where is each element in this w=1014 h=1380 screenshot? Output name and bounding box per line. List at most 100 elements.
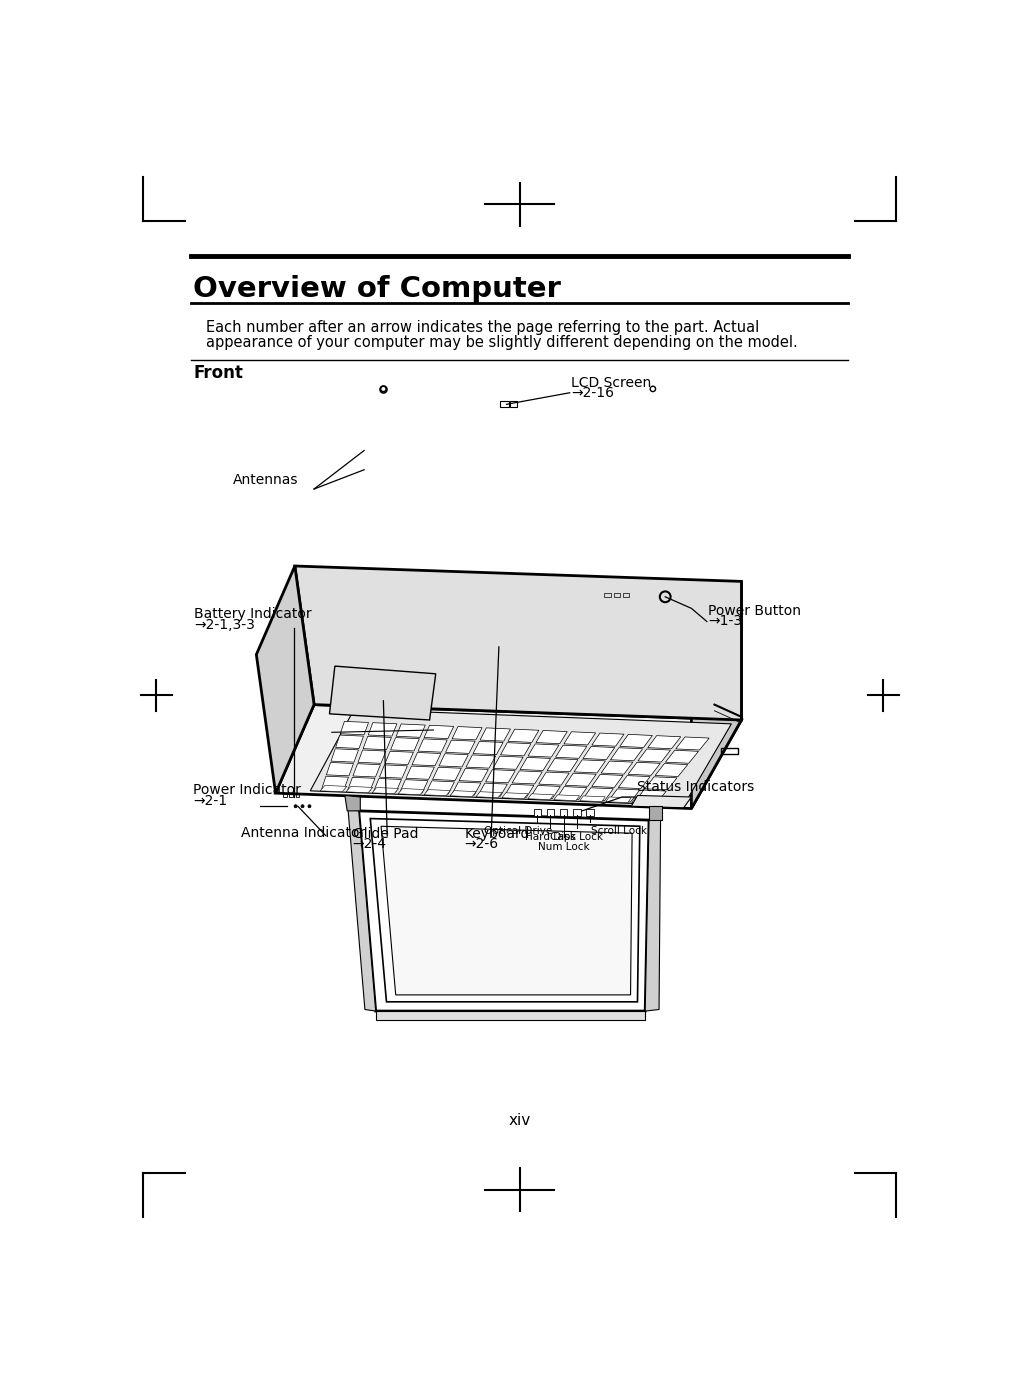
Bar	[573, 809, 580, 816]
Polygon shape	[452, 782, 481, 795]
Polygon shape	[348, 777, 375, 791]
Bar	[623, 593, 629, 596]
Polygon shape	[390, 737, 420, 751]
Text: Num Lock: Num Lock	[537, 842, 589, 851]
Text: Power Indicator: Power Indicator	[194, 782, 301, 798]
Polygon shape	[556, 745, 587, 759]
Polygon shape	[574, 760, 605, 773]
Bar	[721, 748, 738, 753]
Polygon shape	[610, 748, 643, 760]
Polygon shape	[321, 776, 349, 789]
Text: Antenna Indicator: Antenna Indicator	[241, 827, 365, 840]
Polygon shape	[426, 781, 454, 793]
Text: Keyboard: Keyboard	[464, 827, 529, 840]
Polygon shape	[638, 749, 670, 762]
Polygon shape	[620, 734, 652, 748]
Polygon shape	[564, 731, 595, 745]
Text: Status Indicators: Status Indicators	[638, 780, 754, 794]
Text: Optical Drive: Optical Drive	[484, 827, 553, 836]
Polygon shape	[358, 749, 386, 763]
Polygon shape	[348, 809, 375, 1012]
Text: →2-4: →2-4	[353, 836, 386, 851]
Text: →2-1: →2-1	[194, 793, 227, 807]
Polygon shape	[501, 742, 531, 756]
Polygon shape	[476, 792, 502, 798]
Polygon shape	[628, 762, 660, 776]
Polygon shape	[512, 771, 542, 784]
Polygon shape	[345, 795, 360, 811]
Polygon shape	[399, 788, 425, 795]
Polygon shape	[528, 793, 554, 799]
Polygon shape	[276, 705, 741, 809]
Polygon shape	[320, 785, 347, 792]
Bar	[500, 402, 509, 407]
Polygon shape	[439, 753, 468, 767]
Polygon shape	[445, 740, 476, 753]
Bar	[547, 809, 555, 816]
Polygon shape	[330, 667, 436, 720]
Polygon shape	[632, 798, 657, 803]
Polygon shape	[459, 769, 489, 781]
Text: appearance of your computer may be slightly different depending on the model.: appearance of your computer may be sligh…	[206, 335, 798, 351]
Polygon shape	[557, 787, 587, 799]
Polygon shape	[396, 724, 425, 737]
Polygon shape	[359, 811, 649, 1012]
Polygon shape	[655, 763, 687, 777]
Polygon shape	[592, 733, 624, 747]
Polygon shape	[331, 749, 359, 762]
Bar	[296, 793, 299, 798]
Polygon shape	[368, 723, 396, 736]
Polygon shape	[645, 777, 677, 789]
Polygon shape	[554, 795, 579, 800]
Text: Each number after an arrow indicates the page referring to the part. Actual: Each number after an arrow indicates the…	[206, 320, 759, 334]
Polygon shape	[486, 770, 515, 782]
Polygon shape	[295, 566, 741, 720]
Polygon shape	[649, 806, 662, 820]
Polygon shape	[504, 784, 534, 798]
Polygon shape	[385, 751, 414, 765]
Bar	[510, 402, 516, 407]
Polygon shape	[605, 796, 631, 803]
Polygon shape	[375, 1012, 645, 1020]
Polygon shape	[346, 787, 373, 792]
Text: Battery Indicator: Battery Indicator	[194, 607, 311, 621]
Polygon shape	[645, 818, 660, 1012]
Polygon shape	[310, 709, 731, 806]
Polygon shape	[480, 727, 510, 741]
Circle shape	[308, 805, 311, 807]
Polygon shape	[583, 747, 614, 759]
Circle shape	[294, 805, 297, 807]
Polygon shape	[528, 744, 559, 758]
Polygon shape	[665, 751, 699, 763]
Polygon shape	[635, 791, 666, 803]
Polygon shape	[648, 736, 680, 749]
Polygon shape	[257, 566, 314, 793]
Polygon shape	[619, 776, 650, 788]
Text: Overview of Computer: Overview of Computer	[194, 275, 561, 304]
Text: Front: Front	[194, 364, 243, 382]
Polygon shape	[520, 758, 551, 770]
Polygon shape	[418, 738, 447, 752]
Polygon shape	[530, 785, 561, 799]
Polygon shape	[341, 722, 368, 734]
Polygon shape	[608, 789, 640, 802]
Polygon shape	[565, 773, 596, 787]
Text: →2-1,3-3: →2-1,3-3	[194, 618, 255, 632]
Polygon shape	[406, 766, 434, 780]
Polygon shape	[582, 788, 613, 800]
Bar	[533, 809, 541, 816]
Polygon shape	[372, 788, 399, 793]
Text: Scroll Lock: Scroll Lock	[591, 827, 647, 836]
Polygon shape	[675, 737, 709, 749]
Polygon shape	[450, 791, 477, 796]
Text: LCD Screen: LCD Screen	[571, 375, 652, 389]
Polygon shape	[400, 780, 428, 794]
Polygon shape	[493, 756, 523, 769]
Polygon shape	[336, 736, 364, 748]
Polygon shape	[548, 759, 578, 771]
Polygon shape	[353, 763, 380, 777]
Text: Caps Lock: Caps Lock	[551, 832, 603, 842]
Polygon shape	[370, 818, 640, 1002]
Polygon shape	[502, 792, 528, 799]
Circle shape	[301, 805, 304, 807]
